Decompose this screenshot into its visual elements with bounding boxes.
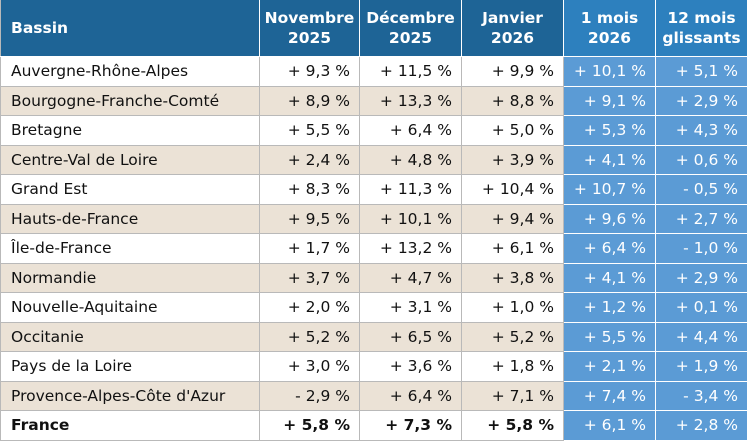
value-cell-1-mois: + 9,1 % [563, 86, 656, 116]
value-cell: + 11,3 % [359, 174, 462, 205]
region-name: Île-de-France [0, 233, 260, 264]
value-cell: + 9,9 % [461, 56, 564, 87]
value-cell: + 4,7 % [359, 263, 462, 293]
table-row: Hauts-de-France + 9,5 % + 10,1 % + 9,4 %… [0, 204, 747, 234]
value-cell-1-mois: + 2,1 % [563, 351, 656, 382]
value-cell: + 5,2 % [259, 322, 360, 352]
table-row: Nouvelle-Aquitaine + 2,0 % + 3,1 % + 1,0… [0, 292, 747, 323]
value-cell-12-mois: + 4,3 % [655, 115, 747, 146]
value-cell: + 8,3 % [259, 174, 360, 205]
value-cell: + 10,1 % [359, 204, 462, 234]
header-row: Bassin Novembre 2025 Décembre 2025 Janvier… [0, 0, 747, 57]
table-row: Centre-Val de Loire + 2,4 % + 4,8 % + 3,… [0, 145, 747, 175]
value-cell: + 9,4 % [461, 204, 564, 234]
total-row: France + 5,8 % + 7,3 % + 5,8 % + 6,1 % +… [0, 410, 747, 441]
value-cell: + 13,2 % [359, 233, 462, 264]
value-cell: + 2,0 % [259, 292, 360, 323]
region-name: Occitanie [0, 322, 260, 352]
value-cell-1-mois: + 7,4 % [563, 381, 656, 411]
value-cell-12-mois: + 2,7 % [655, 204, 747, 234]
value-cell: + 10,4 % [461, 174, 564, 205]
value-cell: + 5,2 % [461, 322, 564, 352]
header-1-mois: 1 mois 2026 [563, 0, 656, 57]
value-cell-12-mois: + 2,9 % [655, 86, 747, 116]
value-cell: + 1,7 % [259, 233, 360, 264]
value-cell-12-mois: - 0,5 % [655, 174, 747, 205]
header-12-mois: 12 mois glissants [655, 0, 747, 57]
value-cell-1-mois: + 5,3 % [563, 115, 656, 146]
value-cell: + 3,9 % [461, 145, 564, 175]
region-name: Bourgogne-Franche-Comté [0, 86, 260, 116]
total-value-cell-1-mois: + 6,1 % [563, 410, 656, 441]
total-label: France [0, 410, 260, 441]
value-cell: + 8,9 % [259, 86, 360, 116]
value-cell-1-mois: + 1,2 % [563, 292, 656, 323]
value-cell-12-mois: - 1,0 % [655, 233, 747, 264]
region-name: Hauts-de-France [0, 204, 260, 234]
value-cell: + 6,1 % [461, 233, 564, 264]
value-cell: + 1,0 % [461, 292, 564, 323]
region-name: Grand Est [0, 174, 260, 205]
value-cell: + 6,4 % [359, 115, 462, 146]
value-cell-12-mois: + 0,6 % [655, 145, 747, 175]
header-decembre-2025: Décembre 2025 [359, 0, 462, 57]
table-row: Île-de-France + 1,7 % + 13,2 % + 6,1 % +… [0, 233, 747, 264]
total-value-cell: + 5,8 % [461, 410, 564, 441]
value-cell-1-mois: + 6,4 % [563, 233, 656, 264]
value-cell: + 3,6 % [359, 351, 462, 382]
value-cell: + 3,1 % [359, 292, 462, 323]
value-cell-12-mois: + 0,1 % [655, 292, 747, 323]
value-cell: - 2,9 % [259, 381, 360, 411]
value-cell: + 8,8 % [461, 86, 564, 116]
value-cell: + 5,0 % [461, 115, 564, 146]
value-cell-12-mois: + 2,9 % [655, 263, 747, 293]
region-name: Bretagne [0, 115, 260, 146]
value-cell-1-mois: + 4,1 % [563, 263, 656, 293]
table-row: Provence-Alpes-Côte d'Azur - 2,9 % + 6,4… [0, 381, 747, 411]
table-row: Auvergne-Rhône-Alpes + 9,3 % + 11,5 % + … [0, 56, 747, 87]
value-cell-12-mois: + 5,1 % [655, 56, 747, 87]
value-cell-1-mois: + 10,1 % [563, 56, 656, 87]
value-cell: + 3,0 % [259, 351, 360, 382]
region-name: Provence-Alpes-Côte d'Azur [0, 381, 260, 411]
value-cell: + 1,8 % [461, 351, 564, 382]
table-row: Normandie + 3,7 % + 4,7 % + 3,8 % + 4,1 … [0, 263, 747, 293]
region-name: Centre-Val de Loire [0, 145, 260, 175]
value-cell: + 6,5 % [359, 322, 462, 352]
value-cell: + 13,3 % [359, 86, 462, 116]
table-row: Grand Est + 8,3 % + 11,3 % + 10,4 % + 10… [0, 174, 747, 205]
value-cell: + 9,3 % [259, 56, 360, 87]
value-cell: + 6,4 % [359, 381, 462, 411]
table-row: Bourgogne-Franche-Comté + 8,9 % + 13,3 %… [0, 86, 747, 116]
total-value-cell: + 7,3 % [359, 410, 462, 441]
header-bassin: Bassin [0, 0, 260, 57]
region-name: Auvergne-Rhône-Alpes [0, 56, 260, 87]
value-cell-12-mois: + 4,4 % [655, 322, 747, 352]
value-cell: + 2,4 % [259, 145, 360, 175]
header-janvier-2026: Janvier 2026 [461, 0, 564, 57]
value-cell: + 3,8 % [461, 263, 564, 293]
value-cell-12-mois: - 3,4 % [655, 381, 747, 411]
value-cell-1-mois: + 10,7 % [563, 174, 656, 205]
value-cell-1-mois: + 5,5 % [563, 322, 656, 352]
header-novembre-2025: Novembre 2025 [259, 0, 360, 57]
table-row: Pays de la Loire + 3,0 % + 3,6 % + 1,8 %… [0, 351, 747, 382]
value-cell: + 4,8 % [359, 145, 462, 175]
value-cell: + 9,5 % [259, 204, 360, 234]
value-cell: + 11,5 % [359, 56, 462, 87]
value-cell-1-mois: + 9,6 % [563, 204, 656, 234]
value-cell-12-mois: + 1,9 % [655, 351, 747, 382]
value-cell-1-mois: + 4,1 % [563, 145, 656, 175]
table-row: Occitanie + 5,2 % + 6,5 % + 5,2 % + 5,5 … [0, 322, 747, 352]
region-name: Normandie [0, 263, 260, 293]
region-name: Pays de la Loire [0, 351, 260, 382]
region-name: Nouvelle-Aquitaine [0, 292, 260, 323]
total-value-cell: + 5,8 % [259, 410, 360, 441]
table-row: Bretagne + 5,5 % + 6,4 % + 5,0 % + 5,3 %… [0, 115, 747, 146]
total-value-cell-12-mois: + 2,8 % [655, 410, 747, 441]
value-cell: + 7,1 % [461, 381, 564, 411]
value-cell: + 5,5 % [259, 115, 360, 146]
value-cell: + 3,7 % [259, 263, 360, 293]
